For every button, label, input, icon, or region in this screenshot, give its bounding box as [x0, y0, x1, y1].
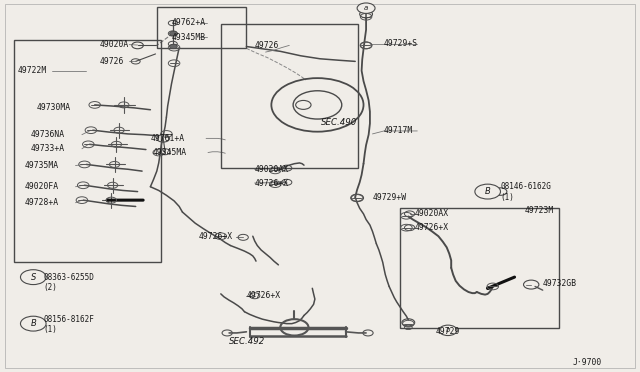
- Text: 49722M: 49722M: [18, 66, 47, 75]
- Bar: [14, 40, 161, 262]
- Bar: [157, 7, 246, 48]
- Text: b: b: [445, 327, 451, 333]
- Text: (2): (2): [44, 283, 58, 292]
- Circle shape: [20, 316, 46, 331]
- Circle shape: [475, 184, 500, 199]
- Text: 49726+X: 49726+X: [415, 223, 449, 232]
- Text: 49726+X: 49726+X: [255, 179, 289, 187]
- Text: SEC.492: SEC.492: [229, 337, 266, 346]
- Circle shape: [439, 325, 457, 336]
- Circle shape: [170, 31, 177, 36]
- Text: (1): (1): [500, 193, 515, 202]
- Text: 49729+S: 49729+S: [384, 39, 418, 48]
- Text: 49345MB: 49345MB: [172, 33, 205, 42]
- Circle shape: [357, 3, 375, 13]
- Text: 49717M: 49717M: [384, 126, 413, 135]
- Text: B: B: [31, 319, 36, 328]
- Text: 49726+X: 49726+X: [198, 232, 232, 241]
- Text: 08156-8162F: 08156-8162F: [44, 315, 94, 324]
- Text: 08363-6255D: 08363-6255D: [44, 273, 94, 282]
- Text: SEC.490: SEC.490: [321, 118, 358, 127]
- Text: (1): (1): [44, 326, 58, 334]
- Text: a: a: [364, 5, 368, 11]
- Text: 49020AX: 49020AX: [415, 209, 449, 218]
- Text: 49729: 49729: [435, 327, 460, 336]
- Text: 49020A: 49020A: [99, 40, 129, 49]
- Text: 49726: 49726: [255, 41, 279, 50]
- Text: 49761+A: 49761+A: [150, 134, 184, 143]
- Text: 49762+A: 49762+A: [172, 18, 205, 27]
- Text: 49020AX: 49020AX: [255, 165, 289, 174]
- Text: 49736NA: 49736NA: [31, 130, 65, 139]
- Circle shape: [20, 270, 46, 285]
- Text: 49020FA: 49020FA: [24, 182, 58, 191]
- Text: J·9700: J·9700: [573, 358, 602, 367]
- Text: 49345MA: 49345MA: [152, 148, 186, 157]
- Text: B: B: [485, 187, 490, 196]
- Text: 49735MA: 49735MA: [24, 161, 58, 170]
- Bar: [400, 208, 559, 328]
- Text: S: S: [31, 273, 36, 282]
- Text: 49732GB: 49732GB: [543, 279, 577, 288]
- Text: 08146-6162G: 08146-6162G: [500, 182, 551, 191]
- Bar: [221, 24, 358, 168]
- Text: 49726+X: 49726+X: [246, 291, 280, 300]
- Text: 49723M: 49723M: [525, 206, 554, 215]
- Text: 49726: 49726: [99, 57, 124, 66]
- Text: 49729+W: 49729+W: [372, 193, 406, 202]
- Text: 49733+A: 49733+A: [31, 144, 65, 153]
- Text: 49730MA: 49730MA: [37, 103, 71, 112]
- Circle shape: [170, 44, 177, 49]
- Text: 49728+A: 49728+A: [24, 198, 58, 207]
